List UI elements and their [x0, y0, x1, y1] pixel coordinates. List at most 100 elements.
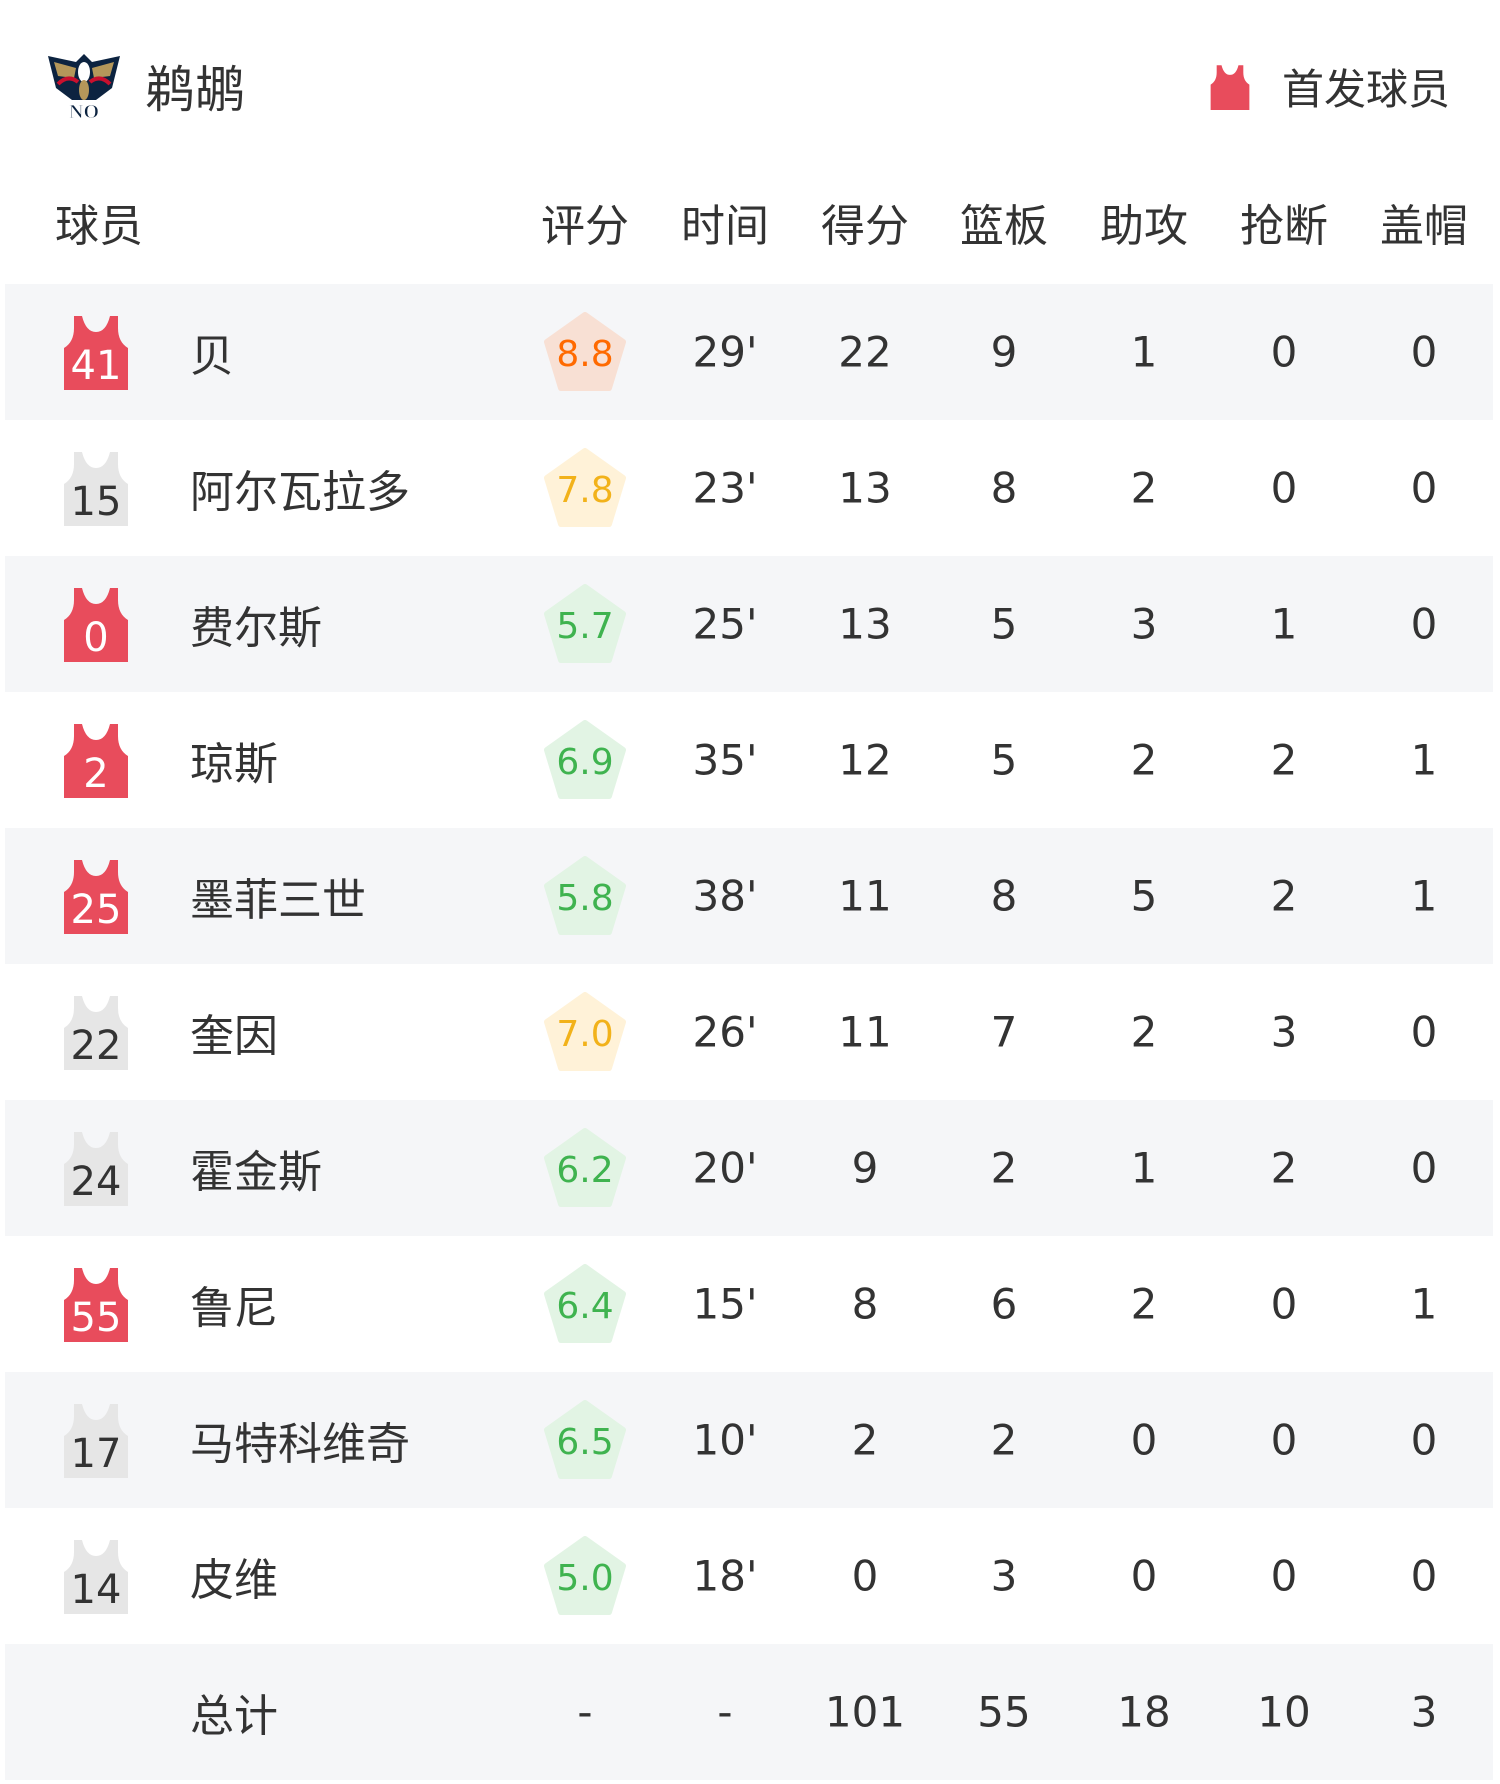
jersey-icon: 0: [60, 586, 132, 662]
total-row: 总计 - - 101 55 18 10 3: [5, 1644, 1493, 1780]
stat-ast: 1: [1130, 1143, 1158, 1193]
jersey-icon: 25: [60, 858, 132, 934]
player-row[interactable]: 24 霍金斯 6.2 20' 9 2 1 2 0: [5, 1100, 1493, 1236]
stat-pts: 13: [838, 599, 892, 649]
player-row[interactable]: 14 皮维 5.0 18' 0 3 0 0 0: [5, 1508, 1493, 1644]
stat-blk: 0: [1410, 599, 1438, 649]
jersey-number: 2: [83, 751, 109, 797]
stat-pts: 13: [838, 463, 892, 513]
player-name[interactable]: 阿尔瓦拉多: [190, 467, 410, 518]
stat-min: 26': [692, 1007, 758, 1057]
stat-min: 20': [692, 1143, 758, 1193]
jersey-number: 41: [70, 343, 122, 389]
rating-badge: 5.0: [544, 1536, 626, 1616]
player-row[interactable]: 2 琼斯 6.9 35' 12 5 2 2 1: [5, 692, 1493, 828]
player-name[interactable]: 霍金斯: [190, 1147, 322, 1198]
svg-text:NO: NO: [69, 101, 99, 122]
player-name[interactable]: 贝: [190, 331, 234, 382]
jersey-icon: [1210, 64, 1250, 110]
jersey-number: 24: [70, 1159, 122, 1205]
stat-stl: 0: [1270, 1279, 1298, 1329]
rating-badge: 6.9: [544, 720, 626, 800]
header-rating: 评分: [541, 201, 629, 252]
stat-pts: 0: [851, 1551, 879, 1601]
header-minutes: 时间: [681, 201, 769, 252]
stat-blk: 0: [1410, 1143, 1438, 1193]
jersey-number: 0: [83, 615, 109, 661]
stat-ast: 5: [1130, 871, 1158, 921]
stat-stl: 2: [1270, 735, 1298, 785]
stat-reb: 5: [990, 599, 1018, 649]
player-row[interactable]: 17 马特科维奇 6.5 10' 2 2 0 0 0: [5, 1372, 1493, 1508]
total-label: 总计: [190, 1691, 278, 1742]
rating-badge: 6.5: [544, 1400, 626, 1480]
player-row[interactable]: 0 费尔斯 5.7 25' 13 5 3 1 0: [5, 556, 1493, 692]
player-name[interactable]: 费尔斯: [190, 603, 322, 654]
stat-reb: 7: [990, 1007, 1018, 1057]
rating-value: 5.8: [556, 878, 614, 919]
player-name[interactable]: 皮维: [190, 1555, 278, 1606]
stat-stl: 2: [1270, 1143, 1298, 1193]
player-name[interactable]: 马特科维奇: [190, 1419, 410, 1470]
jersey-number: 55: [70, 1295, 122, 1341]
stat-reb: 2: [990, 1143, 1018, 1193]
stat-pts: 2: [851, 1415, 879, 1465]
stat-reb: 5: [990, 735, 1018, 785]
rating-value: 6.2: [556, 1150, 614, 1191]
header-assists: 助攻: [1100, 201, 1188, 252]
player-row[interactable]: 25 墨菲三世 5.8 38' 11 8 5 2 1: [5, 828, 1493, 964]
header-points: 得分: [821, 201, 909, 252]
header-player: 球员: [55, 201, 143, 252]
stat-blk: 0: [1410, 1415, 1438, 1465]
player-name[interactable]: 奎因: [190, 1011, 278, 1062]
stat-pts: 9: [851, 1143, 879, 1193]
stat-pts: 8: [851, 1279, 879, 1329]
rating-value: 6.4: [556, 1286, 614, 1327]
stat-min: 35': [692, 735, 758, 785]
stat-stl: 0: [1270, 1551, 1298, 1601]
stat-blk: 0: [1410, 463, 1438, 513]
stat-min: 18': [692, 1551, 758, 1601]
stat-reb: 8: [990, 463, 1018, 513]
stat-pts: 12: [838, 735, 892, 785]
stat-stl: 2: [1270, 871, 1298, 921]
rating-value: 7.0: [556, 1014, 614, 1055]
jersey-icon: 24: [60, 1130, 132, 1206]
stat-reb: 8: [990, 871, 1018, 921]
jersey-icon: 15: [60, 450, 132, 526]
stat-blk: 0: [1410, 327, 1438, 377]
stat-stl: 1: [1270, 599, 1298, 649]
stat-min: 38': [692, 871, 758, 921]
jersey-icon: 17: [60, 1402, 132, 1478]
player-row[interactable]: 41 贝 8.8 29' 22 9 1 0 0: [5, 284, 1493, 420]
player-row[interactable]: 55 鲁尼 6.4 15' 8 6 2 0 1: [5, 1236, 1493, 1372]
rating-value: 7.8: [556, 470, 614, 511]
total-blk: 3: [1410, 1687, 1438, 1737]
player-row[interactable]: 22 奎因 7.0 26' 11 7 2 3 0: [5, 964, 1493, 1100]
stat-ast: 2: [1130, 1279, 1158, 1329]
team-name: 鹈鹕: [145, 61, 245, 119]
jersey-icon: 14: [60, 1538, 132, 1614]
team-header: NO 鹈鹕 首发球员: [0, 0, 1500, 170]
jersey-number: 22: [70, 1023, 122, 1069]
stat-pts: 11: [838, 871, 892, 921]
player-name[interactable]: 鲁尼: [190, 1283, 278, 1334]
player-row[interactable]: 15 阿尔瓦拉多 7.8 23' 13 8 2 0 0: [5, 420, 1493, 556]
player-name[interactable]: 琼斯: [190, 739, 278, 790]
stat-stl: 0: [1270, 463, 1298, 513]
stat-blk: 0: [1410, 1007, 1438, 1057]
stat-blk: 0: [1410, 1551, 1438, 1601]
stat-ast: 3: [1130, 599, 1158, 649]
stat-min: 25': [692, 599, 758, 649]
stat-ast: 0: [1130, 1415, 1158, 1465]
rating-badge: 8.8: [544, 312, 626, 392]
player-name[interactable]: 墨菲三世: [190, 875, 366, 926]
header-steals: 抢断: [1240, 201, 1328, 252]
total-ast: 18: [1117, 1687, 1171, 1737]
rating-badge: 7.0: [544, 992, 626, 1072]
rating-badge: 5.8: [544, 856, 626, 936]
jersey-number: 25: [70, 887, 122, 933]
legend-label: 首发球员: [1281, 65, 1450, 114]
total-reb: 55: [977, 1687, 1031, 1737]
starter-legend: 首发球员: [1208, 56, 1450, 117]
